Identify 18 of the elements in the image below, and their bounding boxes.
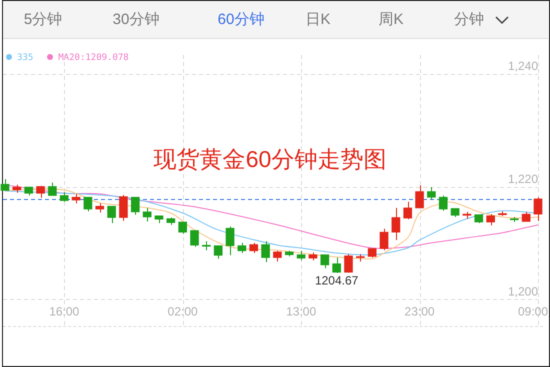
text: 5分钟 — [24, 10, 62, 29]
x-tick-label: 09:00 — [518, 304, 548, 319]
annotation: 1204.67 — [314, 273, 359, 288]
x-tick-label: 16:00 — [49, 304, 80, 319]
text: 60分钟 — [218, 10, 264, 29]
legend-label: 335 — [16, 53, 34, 63]
text: 周K — [378, 10, 404, 29]
y-tick-label: 1,240 — [508, 59, 538, 74]
text: 日K — [305, 10, 331, 29]
x-tick-label: 23:00 — [404, 304, 435, 319]
text: 30分钟 — [112, 10, 160, 29]
y-tick-label: 1,200 — [508, 284, 538, 299]
x-tick-label: 02:00 — [168, 304, 198, 319]
x-tick-label: 13:00 — [286, 304, 316, 319]
text: 分钟 — [454, 10, 484, 29]
y-tick-label: 1,220 — [508, 172, 538, 186]
legend-label: MA20:1209.078 — [57, 53, 129, 63]
text: 现货黄金60分钟走势图 — [154, 145, 386, 174]
